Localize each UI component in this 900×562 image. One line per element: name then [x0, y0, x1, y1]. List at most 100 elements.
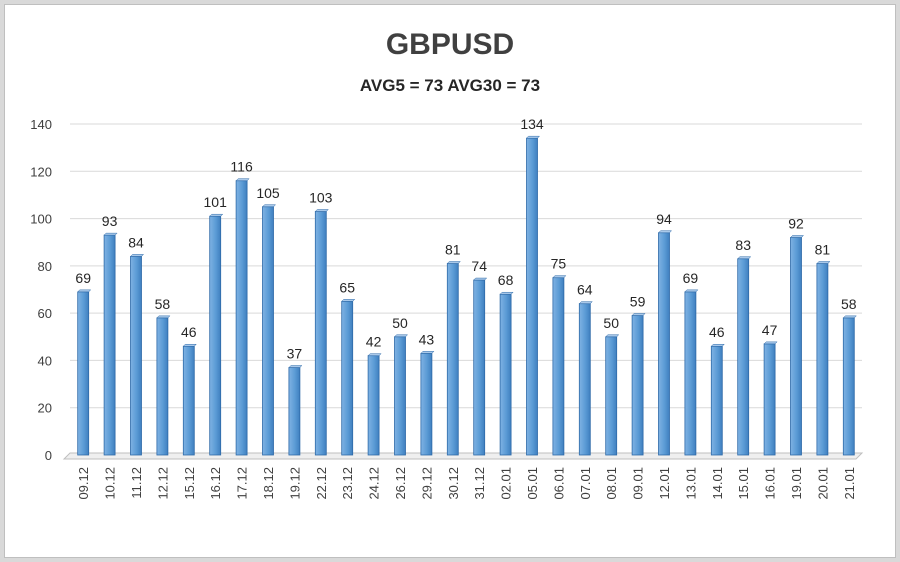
x-tick-label: 16.12 — [208, 467, 223, 500]
bar — [262, 206, 274, 456]
y-tick-label: 140 — [30, 117, 52, 132]
x-tick-label: 31.12 — [472, 467, 487, 500]
bar — [473, 279, 486, 456]
data-label: 75 — [551, 256, 567, 272]
bar — [552, 277, 565, 456]
x-tick-label: 18.12 — [261, 467, 276, 500]
bar-cap — [684, 289, 699, 293]
data-label: 69 — [75, 270, 91, 286]
x-tick-label: 16.01 — [763, 467, 778, 500]
bar-cap — [473, 277, 488, 281]
data-label: 58 — [841, 296, 857, 312]
data-label: 116 — [230, 159, 253, 175]
bar — [842, 317, 855, 456]
bar — [684, 291, 697, 456]
x-tick-label: 11.12 — [129, 467, 144, 499]
chart-title: GBPUSD — [385, 28, 515, 61]
bar-cap — [420, 351, 435, 354]
y-tick-label: 120 — [30, 164, 52, 179]
bar — [446, 263, 459, 456]
y-axis: 0 20 40 60 80 100 120 140 — [30, 117, 52, 463]
bar — [710, 345, 723, 456]
x-tick-label: 19.12 — [287, 467, 302, 500]
bar-cap — [341, 299, 356, 302]
data-label: 65 — [339, 279, 355, 295]
bar-cap — [842, 315, 857, 319]
bar-cap — [129, 254, 145, 257]
bar — [605, 336, 618, 456]
data-label: 68 — [498, 272, 514, 288]
bar — [420, 352, 433, 456]
x-tick-label: 19.01 — [789, 467, 804, 500]
bar-cap — [261, 204, 277, 207]
bar — [77, 291, 90, 456]
x-tick-label: 13.01 — [683, 467, 698, 500]
bar — [367, 355, 380, 456]
data-label: 64 — [577, 282, 593, 298]
bar — [288, 367, 301, 456]
x-tick-label: 10.12 — [103, 467, 118, 500]
x-tick-label: 14.01 — [710, 467, 725, 500]
data-label: 37 — [287, 346, 303, 362]
bar — [763, 343, 776, 456]
bar — [209, 215, 222, 456]
data-label: 134 — [520, 116, 544, 132]
y-tick-label: 40 — [38, 353, 52, 368]
x-axis: 09.12 10.12 11.12 12.12 15.12 16.12 17.12 18.12… — [76, 467, 857, 500]
bar — [790, 237, 802, 456]
x-tick-label: 22.12 — [314, 467, 329, 500]
data-label: 83 — [735, 237, 751, 253]
data-label: 59 — [630, 294, 646, 310]
bar-cap — [763, 341, 778, 345]
x-tick-label: 06.01 — [551, 467, 566, 500]
bar — [499, 293, 512, 456]
bars — [77, 135, 857, 456]
bar-cap — [631, 313, 646, 316]
bar-cap — [552, 275, 567, 278]
x-tick-label: 07.01 — [578, 467, 593, 500]
x-tick-label: 29.12 — [419, 467, 434, 500]
bar — [658, 232, 670, 456]
bar-cap — [816, 261, 831, 264]
bar-cap — [499, 291, 514, 295]
x-tick-label: 21.01 — [842, 467, 857, 500]
data-label: 43 — [419, 331, 435, 347]
bar — [816, 263, 829, 456]
bar-cap — [103, 232, 118, 236]
data-label: 50 — [603, 315, 619, 331]
x-tick-label: 08.01 — [604, 467, 619, 500]
bar — [156, 317, 169, 456]
x-tick-label: 20.01 — [815, 467, 830, 500]
bar — [631, 315, 644, 456]
bar — [314, 211, 327, 456]
x-tick-label: 09.01 — [631, 467, 646, 500]
data-label: 84 — [128, 234, 144, 250]
bar-cap — [578, 301, 593, 304]
data-label: 103 — [309, 189, 333, 205]
bar-cap — [182, 343, 197, 347]
bar-cap — [525, 135, 541, 139]
x-tick-label: 17.12 — [235, 467, 250, 500]
x-tick-label: 02.01 — [499, 467, 514, 500]
x-tick-label: 23.12 — [340, 467, 355, 500]
y-tick-label: 100 — [30, 212, 52, 227]
bar-cap — [209, 213, 224, 217]
bar-cap — [367, 353, 382, 356]
x-tick-label: 15.12 — [182, 467, 197, 500]
bar — [235, 180, 248, 456]
data-label: 81 — [815, 241, 831, 257]
x-tick-label: 15.01 — [736, 467, 751, 500]
bar — [526, 137, 538, 456]
y-tick-label: 0 — [45, 448, 52, 463]
y-tick-label: 80 — [38, 259, 52, 274]
data-label: 74 — [471, 258, 487, 274]
x-tick-label: 09.12 — [76, 467, 91, 500]
data-label: 69 — [683, 270, 699, 286]
grid-lines — [70, 123, 862, 409]
data-label: 93 — [102, 213, 118, 229]
bar-cap — [446, 261, 461, 264]
data-label: 46 — [709, 324, 725, 340]
x-tick-label: 05.01 — [525, 467, 540, 500]
data-label: 105 — [256, 185, 280, 201]
